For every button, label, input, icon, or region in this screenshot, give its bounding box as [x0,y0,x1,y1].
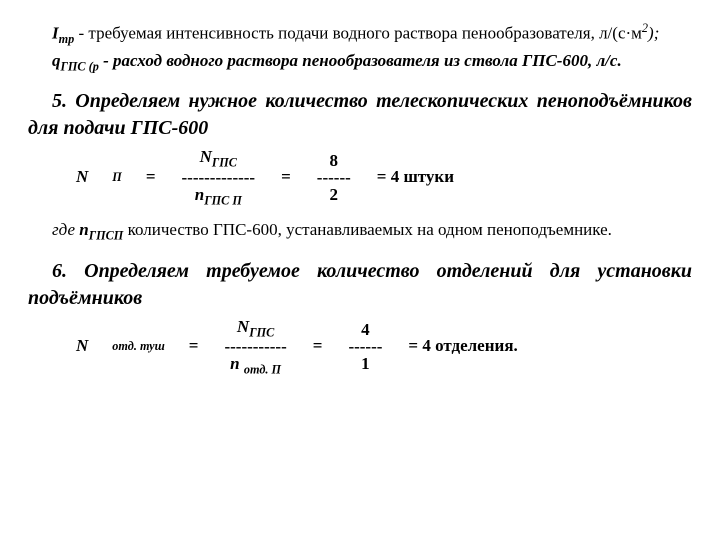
f5-eq1: = [122,166,156,189]
f5-tail: = 4 штуки [353,166,454,189]
def-intensity-tail: ); [648,24,659,43]
f5-left-sym: N [52,166,88,189]
f5-left-sub: П [88,169,122,186]
definition-intensity: Iтр - требуемая интенсивность подачи вод… [28,20,692,48]
f5-bot1-sub: ГПС П [204,193,242,207]
def-flow-text: - расход водного раствора пенообразовате… [99,51,622,70]
note5-pre: где [52,220,79,239]
f6-eq2: = [289,335,323,358]
f5-eq2: = [257,166,291,189]
f5-mid1: ------------- [158,169,256,186]
note5-sym: n [79,220,88,239]
f6-mid2: ------ [324,338,382,355]
f6-top2: 4 [337,321,370,338]
sym-I: I [52,24,59,43]
f6-bot2: 1 [337,355,370,372]
f5-top2: 8 [306,152,339,169]
note-5: где nГПСП количество ГПС-600, устанавлив… [28,219,692,244]
f5-top1-sym: N [200,147,212,166]
f6-eq1: = [165,335,199,358]
formula-6: Nотд. туш = NГПС ----------- n отд. П = … [28,318,692,376]
note5-sub: ГПСП [89,228,124,242]
section-5-title: 5. Определяем нужное количество телескоп… [28,88,692,142]
sym-q-sub: ГПС (р [61,59,99,73]
section-6-title: 6. Определяем требуемое количество отдел… [28,258,692,312]
f6-bot1-sym: n [230,354,244,373]
document-page: Iтр - требуемая интенсивность подачи вод… [0,0,720,402]
sym-q: q [52,51,61,70]
f6-top1-sym: N [237,317,249,336]
note5-text: количество ГПС-600, устанавливаемых на о… [123,220,612,239]
f5-frac1: NГПС ------------- nГПС П [158,148,256,206]
f6-frac1: NГПС ----------- n отд. П [200,318,286,376]
sym-I-sub: тр [59,32,75,46]
def-intensity-text: - требуемая интенсивность подачи водного… [74,24,642,43]
definition-flow: qГПС (р - расход водного раствора пенооб… [28,50,692,75]
f6-left-sub: отд. туш [88,338,165,355]
f6-left-sym: N [52,335,88,358]
f5-mid2: ------ [293,169,351,186]
f5-bot2: 2 [306,186,339,203]
f5-frac2: 8 ------ 2 [293,152,351,203]
f6-bot1-sub: отд. П [244,363,281,377]
f6-tail: = 4 отделения. [384,335,517,358]
f6-mid1: ----------- [200,338,286,355]
formula-5: NП = NГПС ------------- nГПС П = 8 -----… [28,148,692,206]
f5-bot1-sym: n [195,185,204,204]
f6-frac2: 4 ------ 1 [324,321,382,372]
